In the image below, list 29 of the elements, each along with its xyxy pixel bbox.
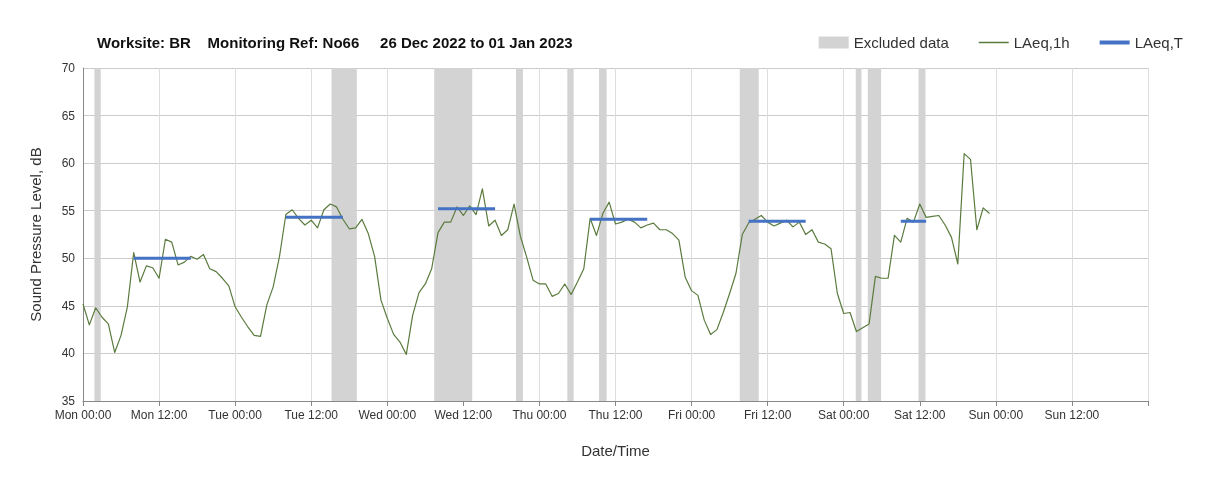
x-tick-label: Sun 00:00 — [968, 408, 1024, 422]
x-axis-title: Date/Time — [581, 442, 650, 459]
legend-label: LAeq,T — [1134, 34, 1184, 51]
x-tick-label: Thu 00:00 — [512, 408, 567, 422]
x-tick-label: Fri 12:00 — [743, 408, 792, 422]
x-tick-label: Mon 00:00 — [54, 408, 112, 422]
x-tick-label: Tue 00:00 — [208, 408, 263, 422]
legend-label: Excluded data — [853, 34, 950, 51]
x-tick-label: Sun 12:00 — [1044, 408, 1100, 422]
y-tick-label: 35 — [61, 394, 76, 408]
chart-title: Worksite: BR Monitoring Ref: No66 26 Dec 2022 to 01 Jan 2023 — [97, 34, 573, 51]
x-tick-label: Sat 12:00 — [894, 408, 946, 422]
x-tick-label: Tue 12:00 — [284, 408, 339, 422]
y-tick-label: 45 — [61, 298, 76, 313]
x-tick-label: Mon 12:00 — [130, 408, 188, 422]
y-tick-label: 50 — [61, 251, 76, 266]
x-tick-label: Wed 12:00 — [434, 408, 493, 422]
y-tick-label: 40 — [61, 346, 76, 361]
y-tick-label: 55 — [61, 203, 76, 218]
x-tick-label: Wed 00:00 — [358, 408, 417, 422]
x-tick-label: Thu 12:00 — [588, 408, 643, 422]
y-axis-title: Sound Pressure Level, dB — [27, 147, 44, 322]
x-tick-label: Fri 00:00 — [667, 408, 716, 422]
y-tick-label: 65 — [61, 108, 76, 123]
y-tick-label: 70 — [61, 61, 76, 75]
legend-label: LAeq,1h — [1013, 34, 1070, 51]
y-tick-label: 60 — [61, 156, 76, 171]
x-tick-label: Sat 00:00 — [818, 408, 870, 422]
line-series — [82, 153, 991, 355]
